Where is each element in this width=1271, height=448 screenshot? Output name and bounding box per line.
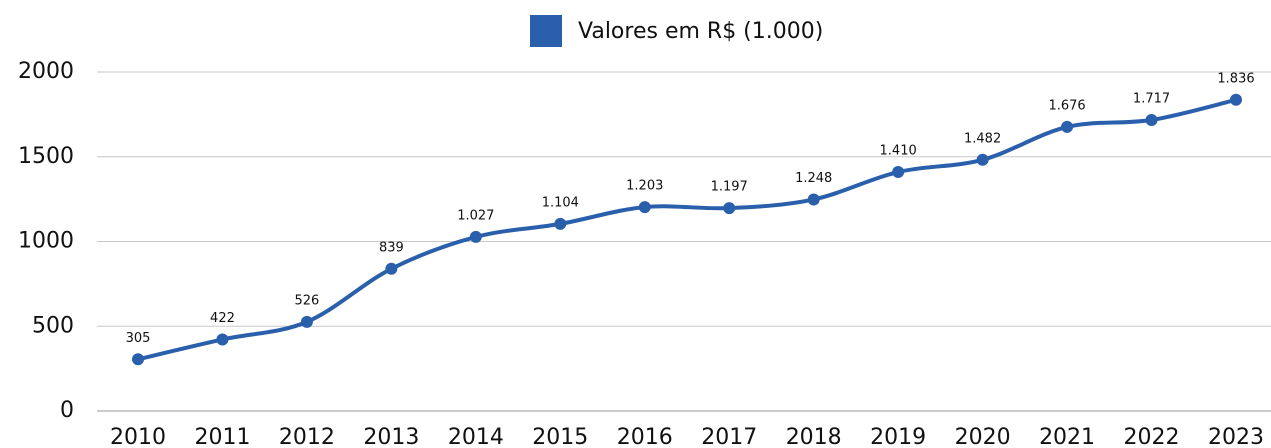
y-tick-label: 1000 xyxy=(18,229,74,254)
x-tick-label: 2015 xyxy=(532,425,588,448)
value-label: 1.717 xyxy=(1133,91,1170,106)
data-point xyxy=(216,333,229,346)
value-label: 839 xyxy=(379,240,404,255)
data-point xyxy=(469,230,482,243)
data-point xyxy=(892,166,905,179)
y-tick-label: 2000 xyxy=(18,59,74,84)
data-point xyxy=(1230,93,1242,106)
data-point xyxy=(385,262,398,275)
legend-swatch xyxy=(530,15,562,47)
y-tick-label: 500 xyxy=(32,313,74,338)
value-label: 526 xyxy=(295,293,320,308)
data-point xyxy=(554,217,567,230)
value-label: 1.248 xyxy=(795,171,832,186)
value-label: 1.410 xyxy=(880,144,917,159)
legend-label: Valores em R$ (1.000) xyxy=(578,19,823,44)
x-tick-label: 2020 xyxy=(955,425,1011,448)
value-label: 1.836 xyxy=(1217,71,1254,86)
x-tick-label: 2014 xyxy=(448,425,504,448)
data-point xyxy=(807,193,820,206)
value-label: 305 xyxy=(126,331,151,346)
data-point xyxy=(300,315,313,328)
data-point xyxy=(1061,120,1074,133)
value-label: 1.203 xyxy=(626,179,663,194)
value-label: 1.104 xyxy=(542,195,579,210)
data-point xyxy=(1145,113,1158,126)
x-tick-label: 2018 xyxy=(786,425,842,448)
data-point xyxy=(976,153,989,166)
x-tick-label: 2011 xyxy=(194,425,250,448)
x-tick-label: 2012 xyxy=(279,425,335,448)
value-label: 1.482 xyxy=(964,131,1001,146)
data-point xyxy=(723,202,736,215)
data-point xyxy=(638,201,651,214)
series-line xyxy=(137,97,1237,362)
x-tick-label: 2013 xyxy=(363,425,419,448)
x-tick-label: 2010 xyxy=(110,425,166,448)
y-tick-label: 1500 xyxy=(18,144,74,169)
x-tick-label: 2022 xyxy=(1124,425,1180,448)
data-point xyxy=(132,353,144,366)
y-tick-label: 0 xyxy=(60,398,74,423)
x-tick-label: 2019 xyxy=(870,425,926,448)
x-tick-label: 2021 xyxy=(1039,425,1095,448)
value-label: 1.676 xyxy=(1048,98,1085,113)
x-tick-label: 2017 xyxy=(701,425,757,448)
value-label: 422 xyxy=(210,311,235,326)
x-tick-label: 2016 xyxy=(617,425,673,448)
x-tick-label: 2023 xyxy=(1208,425,1264,448)
value-label: 1.197 xyxy=(711,180,748,195)
value-label: 1.027 xyxy=(457,208,494,223)
